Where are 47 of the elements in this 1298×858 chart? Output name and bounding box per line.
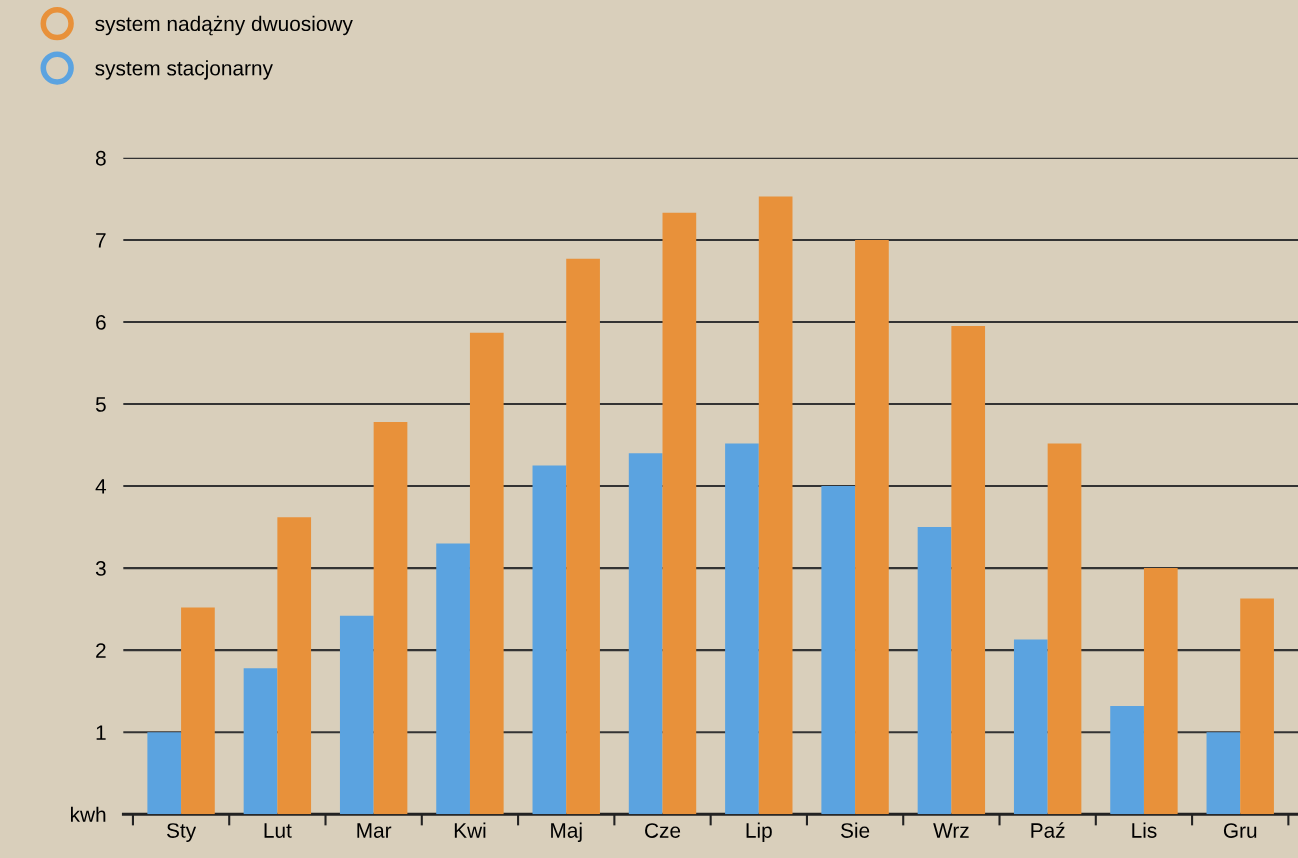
bar bbox=[821, 486, 856, 815]
bar bbox=[147, 732, 182, 815]
bar bbox=[339, 615, 374, 815]
bar bbox=[1206, 732, 1241, 815]
y-tick-label: 3 bbox=[95, 561, 106, 576]
bar bbox=[436, 543, 470, 815]
x-tick-label: Lut bbox=[264, 823, 292, 838]
x-tick-label: Kwi bbox=[454, 822, 486, 838]
bar bbox=[628, 453, 663, 815]
bar bbox=[725, 443, 759, 815]
y-tick-label: 7 bbox=[96, 233, 106, 248]
bar bbox=[1013, 639, 1048, 815]
bar bbox=[243, 668, 278, 815]
bar bbox=[181, 607, 215, 815]
y-tick-label: kwh bbox=[71, 806, 106, 822]
bar bbox=[469, 332, 504, 815]
y-tick-label: 4 bbox=[95, 479, 107, 494]
x-tick-label: Sty bbox=[166, 823, 197, 842]
bar bbox=[373, 422, 408, 815]
x-tick-label: Gru bbox=[1223, 823, 1257, 838]
bar bbox=[917, 527, 952, 815]
bar bbox=[951, 326, 986, 815]
x-tick-label: Cze bbox=[645, 823, 681, 838]
bar bbox=[532, 465, 567, 815]
y-tick-label: 2 bbox=[96, 643, 106, 658]
legend-label: system stacjonarny bbox=[95, 60, 273, 80]
x-tick-label: Wrz bbox=[933, 823, 969, 838]
bar bbox=[1110, 705, 1144, 815]
y-tick-label: 1 bbox=[96, 725, 106, 740]
bar bbox=[1047, 443, 1082, 815]
bar bbox=[662, 212, 697, 815]
bar bbox=[758, 196, 793, 815]
bar bbox=[1143, 568, 1178, 815]
x-tick-label: Mar bbox=[357, 823, 392, 838]
x-tick-label: Sie bbox=[840, 822, 870, 838]
x-tick-label: Lis bbox=[1132, 822, 1157, 838]
x-tick-label: Maj bbox=[551, 822, 582, 842]
y-tick-label: 8 bbox=[95, 150, 106, 166]
bar bbox=[277, 517, 312, 815]
bar bbox=[566, 258, 600, 815]
y-tick-label: 6 bbox=[96, 314, 106, 330]
x-tick-label: Lip bbox=[746, 822, 772, 842]
bar bbox=[1240, 598, 1274, 815]
legend-label: system nadążny dwuosiowy bbox=[95, 15, 353, 36]
y-tick-label: 5 bbox=[95, 397, 106, 412]
x-tick-label: Paź bbox=[1031, 822, 1065, 838]
bar bbox=[855, 239, 889, 815]
